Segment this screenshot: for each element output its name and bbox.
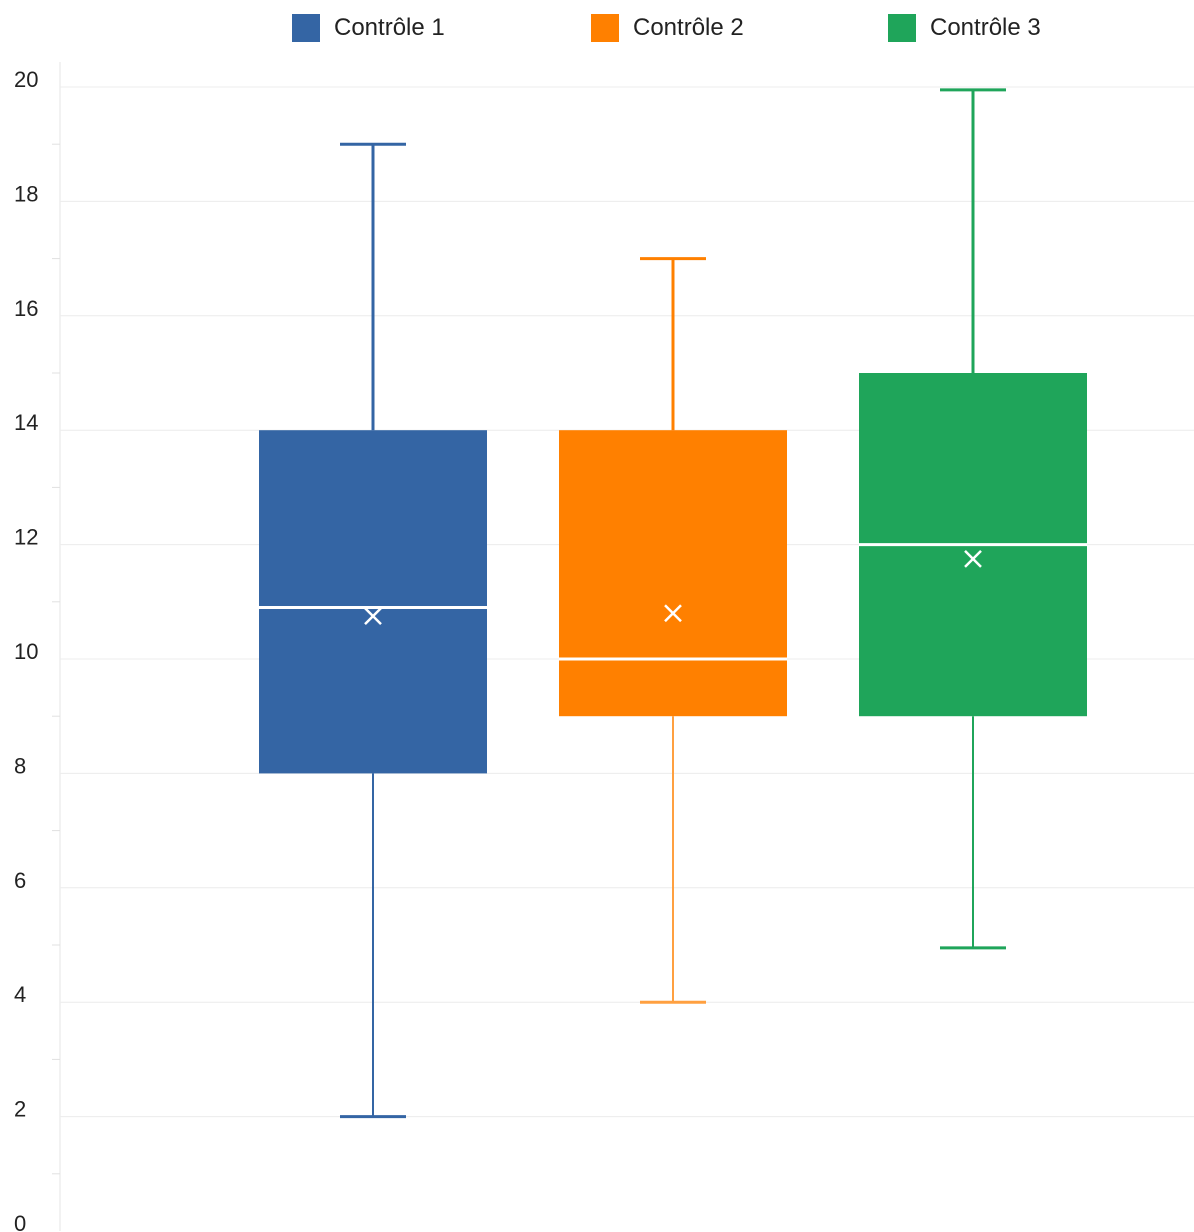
legend-item-controle-2[interactable]: Contrôle 2 bbox=[591, 12, 744, 44]
y-tick-label: 20 bbox=[14, 67, 38, 92]
mean-marker bbox=[664, 604, 682, 623]
legend-label: Contrôle 2 bbox=[633, 14, 744, 41]
box bbox=[259, 430, 487, 774]
box bbox=[559, 430, 787, 717]
y-tick-label: 12 bbox=[14, 525, 38, 550]
legend-item-controle-3[interactable]: Contrôle 3 bbox=[888, 12, 1041, 44]
y-tick-label: 14 bbox=[14, 410, 38, 435]
y-tick-label: 6 bbox=[14, 868, 26, 893]
y-tick-label: 10 bbox=[14, 639, 38, 664]
y-tick-label: 16 bbox=[14, 296, 38, 321]
legend: Contrôle 1 Contrôle 2 Contrôle 3 bbox=[0, 12, 1194, 46]
legend-item-controle-1[interactable]: Contrôle 1 bbox=[292, 12, 445, 44]
y-tick-label: 18 bbox=[14, 181, 38, 206]
legend-label: Contrôle 1 bbox=[334, 14, 445, 41]
mean-marker bbox=[364, 607, 382, 625]
y-tick-label: 0 bbox=[14, 1211, 26, 1232]
legend-label: Contrôle 3 bbox=[930, 14, 1041, 41]
y-tick-label: 4 bbox=[14, 982, 26, 1007]
mean-marker bbox=[964, 550, 982, 568]
y-tick-label: 8 bbox=[14, 753, 26, 778]
legend-swatch bbox=[591, 14, 619, 42]
legend-swatch bbox=[292, 14, 320, 42]
legend-swatch bbox=[888, 14, 916, 42]
y-tick-label: 2 bbox=[14, 1097, 26, 1122]
